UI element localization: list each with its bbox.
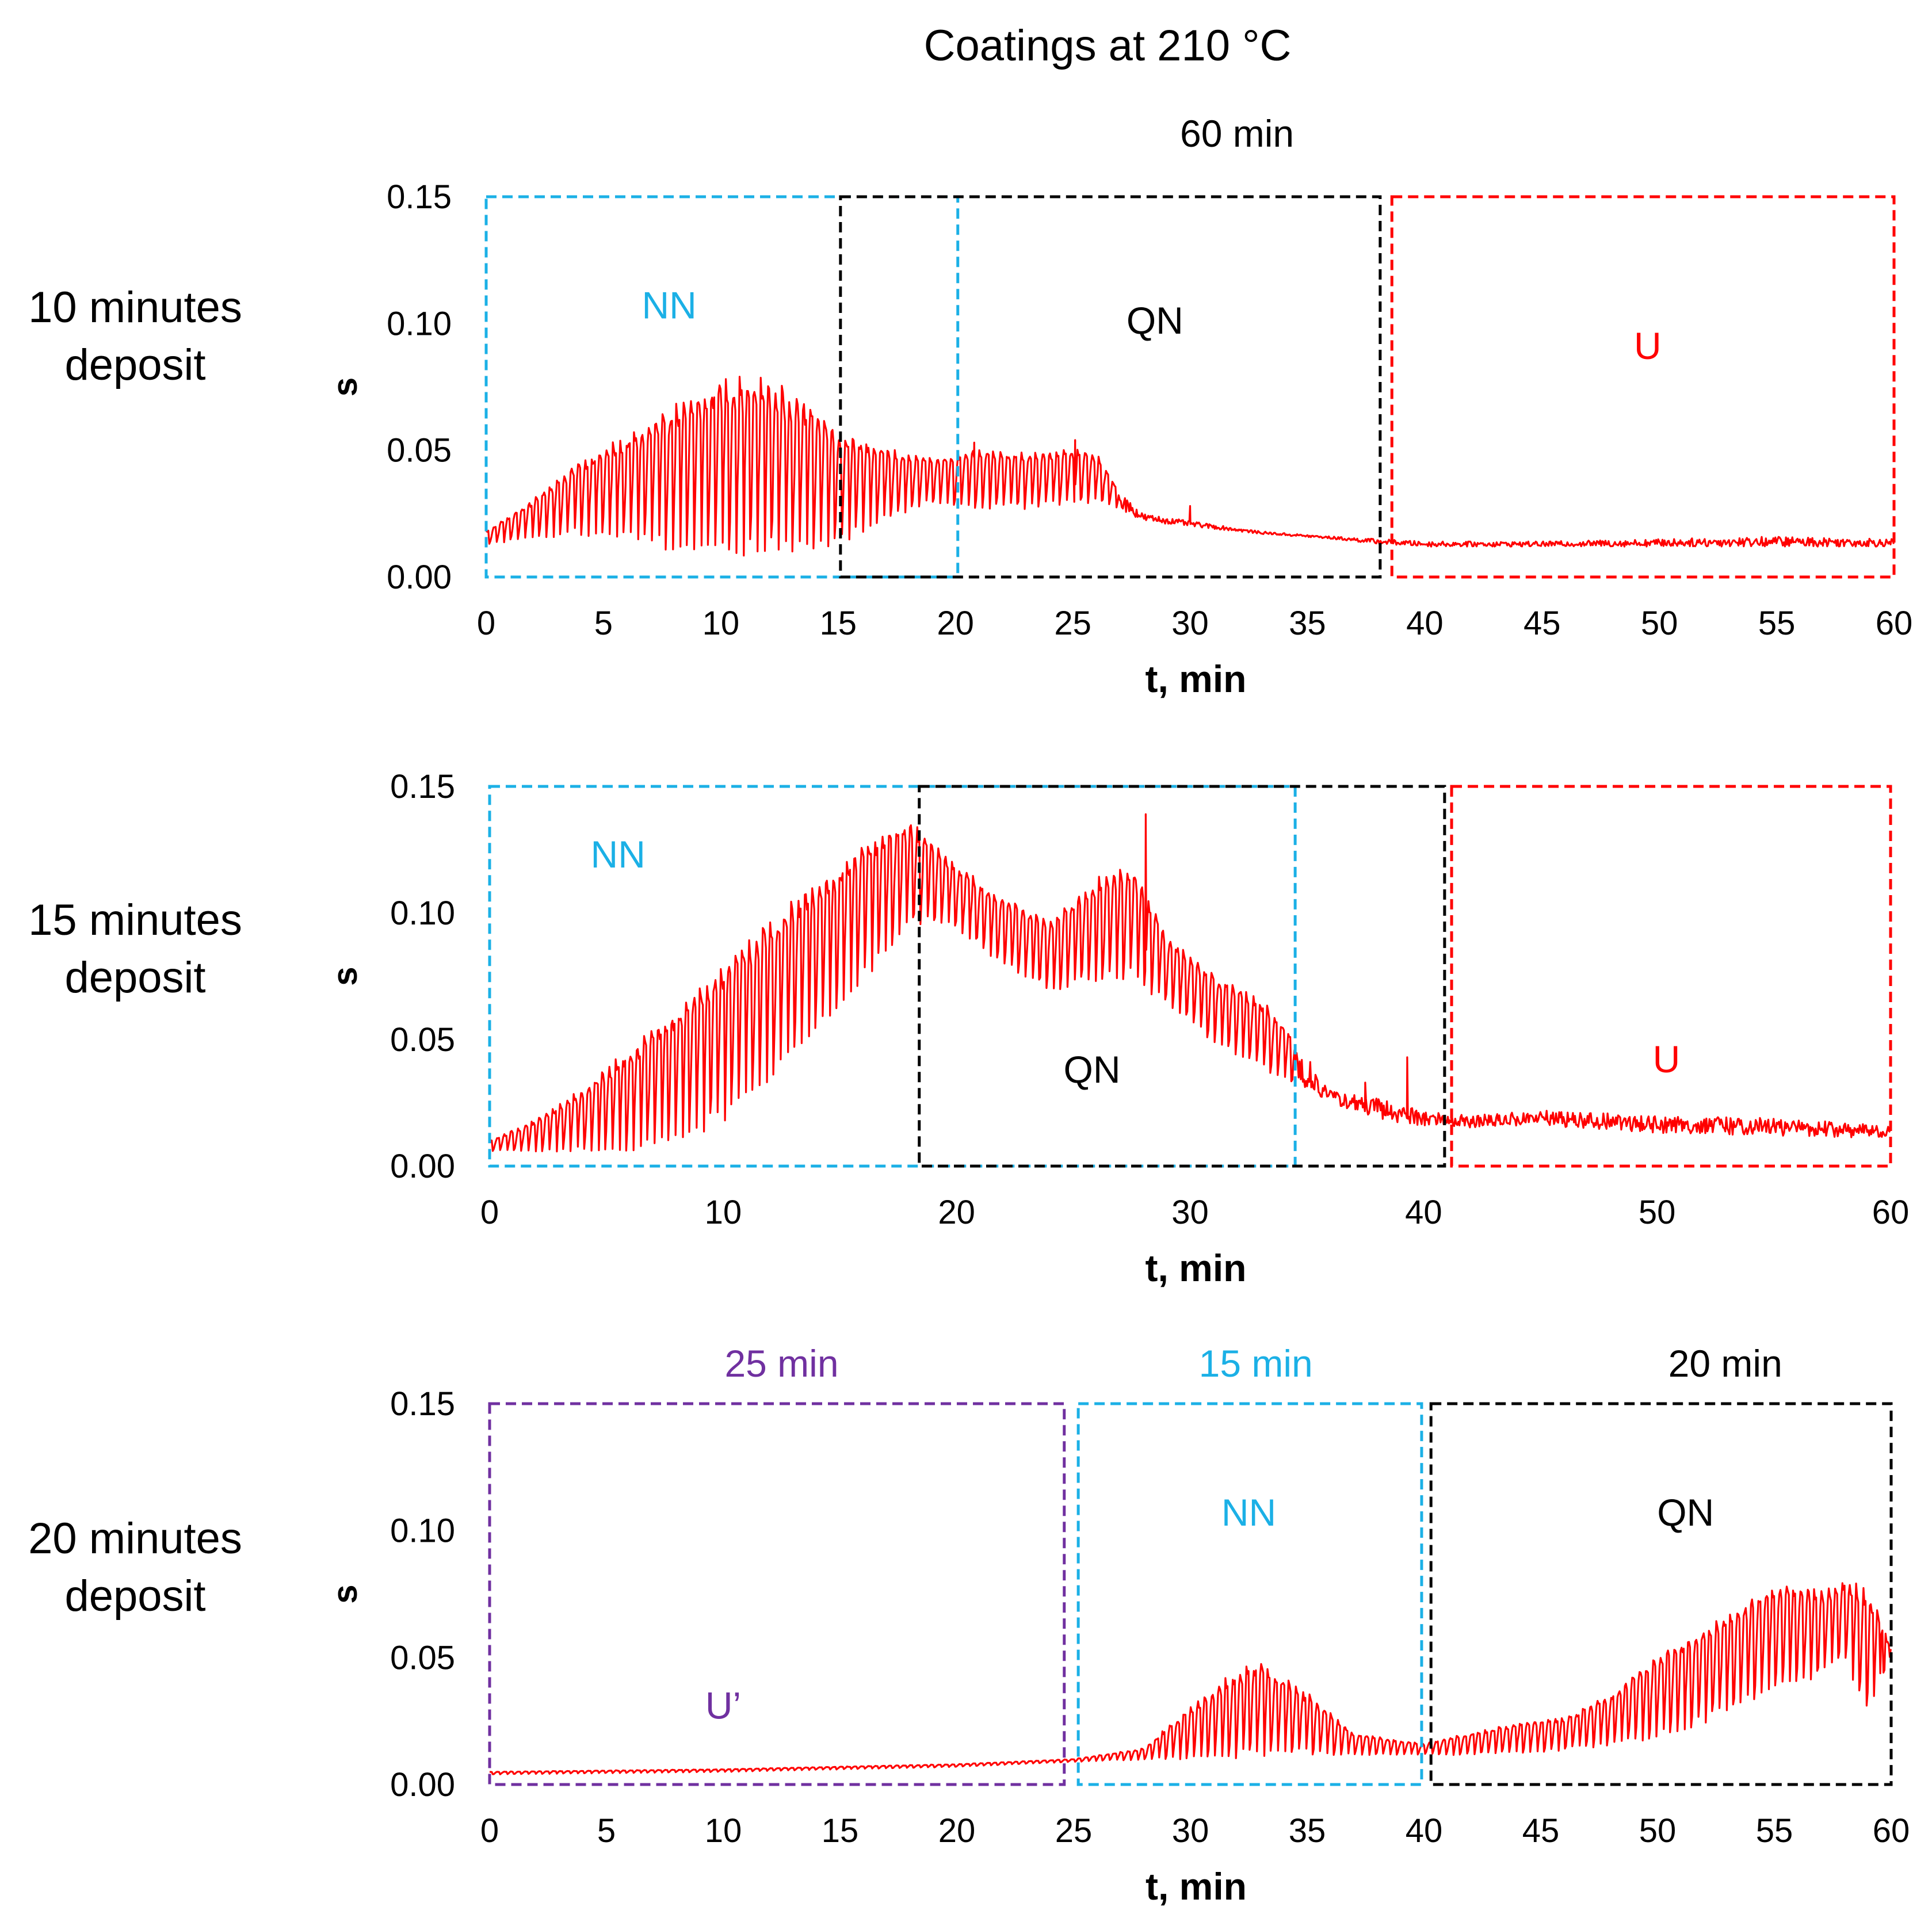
duration-label: 20 min xyxy=(1668,1342,1782,1385)
duration-label: 60 min xyxy=(1180,112,1294,155)
x-axis-title: t, min xyxy=(1146,658,1247,700)
region-frame-nn xyxy=(488,785,1297,1168)
y-tick-label: 0.00 xyxy=(387,559,452,596)
x-tick-label: 20 xyxy=(937,605,974,642)
region-frame-nn xyxy=(484,195,960,579)
y-tick-label: 0.15 xyxy=(390,1385,455,1423)
region-frame-u xyxy=(488,1402,1066,1786)
region-label: QN xyxy=(1657,1491,1714,1534)
row-label-line-1: 20 minutes xyxy=(28,1514,242,1563)
x-tick-label: 10 xyxy=(705,1812,742,1850)
region-label: U xyxy=(1634,324,1662,367)
x-tick-label: 35 xyxy=(1289,605,1326,642)
data-series-line xyxy=(489,1582,1892,1775)
y-axis-title: s xyxy=(326,377,364,396)
x-tick-label: 55 xyxy=(1756,1812,1793,1850)
x-tick-label: 60 xyxy=(1873,1812,1910,1850)
duration-label: 25 min xyxy=(724,1342,838,1385)
x-tick-label: 50 xyxy=(1639,1812,1677,1850)
region-label: U xyxy=(1653,1038,1681,1080)
chart-panel-1: 10 minutes deposit 0.00 0.05 0.10 0.15 0 5 10 15 2… xyxy=(28,112,1912,700)
x-tick-label: 60 xyxy=(1876,605,1913,642)
chart-panel-2: 15 minutes deposit 0.00 0.05 0.10 0.15 0 10 20 30… xyxy=(28,768,1909,1289)
x-tick-label: 30 xyxy=(1172,1812,1209,1850)
region-label: U’ xyxy=(705,1684,741,1726)
x-tick-label: 25 xyxy=(1055,1812,1093,1850)
x-axis-title: t, min xyxy=(1146,1865,1247,1908)
x-tick-label: 40 xyxy=(1406,605,1444,642)
x-tick-label: 5 xyxy=(597,1812,616,1850)
region-frame-u xyxy=(1450,785,1892,1168)
data-series-line xyxy=(488,813,1891,1153)
y-tick-label: 0.05 xyxy=(387,432,452,469)
region-frame-qn xyxy=(839,195,1382,579)
x-tick-label: 35 xyxy=(1289,1812,1326,1850)
x-tick-label: 0 xyxy=(480,1194,499,1231)
y-tick-label: 0.05 xyxy=(390,1639,455,1676)
region-label: QN xyxy=(1064,1048,1121,1091)
y-axis-title: s xyxy=(326,966,364,985)
data-series-line xyxy=(486,376,1895,557)
x-tick-label: 20 xyxy=(938,1812,976,1850)
x-tick-label: 40 xyxy=(1405,1194,1442,1231)
y-tick-label: 0.10 xyxy=(390,895,455,932)
row-label-line-2: deposit xyxy=(64,1572,205,1621)
x-tick-label: 10 xyxy=(705,1194,742,1231)
x-tick-label: 25 xyxy=(1054,605,1091,642)
y-tick-label: 0.10 xyxy=(387,305,452,342)
y-tick-label: 0.00 xyxy=(390,1148,455,1185)
x-tick-label: 15 xyxy=(822,1812,859,1850)
x-tick-label: 60 xyxy=(1872,1194,1910,1231)
x-tick-label: 20 xyxy=(938,1194,975,1231)
x-tick-label: 50 xyxy=(1641,605,1678,642)
region-label: NN xyxy=(591,833,646,876)
x-tick-label: 50 xyxy=(1639,1194,1676,1231)
x-tick-label: 40 xyxy=(1406,1812,1443,1850)
x-tick-label: 55 xyxy=(1758,605,1796,642)
duration-label: 15 min xyxy=(1199,1342,1313,1385)
region-frame-qn xyxy=(1429,1402,1893,1786)
x-tick-label: 30 xyxy=(1171,1194,1209,1231)
region-frame-qn xyxy=(918,785,1446,1168)
x-tick-label: 10 xyxy=(702,605,740,642)
row-label-line-2: deposit xyxy=(64,953,205,1002)
x-tick-label: 15 xyxy=(819,605,857,642)
row-label-line-1: 10 minutes xyxy=(28,283,242,332)
x-tick-label: 5 xyxy=(594,605,613,642)
y-tick-label: 0.00 xyxy=(390,1766,455,1803)
region-label: QN xyxy=(1127,299,1183,342)
x-tick-label: 0 xyxy=(480,1812,499,1850)
x-tick-label: 45 xyxy=(1522,1812,1560,1850)
region-label: NN xyxy=(1221,1491,1276,1534)
y-axis-title: s xyxy=(326,1584,364,1603)
row-label-line-2: deposit xyxy=(64,341,205,389)
row-label-line-1: 15 minutes xyxy=(28,896,242,945)
region-frame-u xyxy=(1390,195,1896,579)
y-tick-label: 0.15 xyxy=(390,768,455,805)
x-axis-title: t, min xyxy=(1146,1247,1247,1289)
region-label: NN xyxy=(642,284,696,327)
x-tick-label: 0 xyxy=(477,605,495,642)
figure-title: Coatings at 210 °C xyxy=(924,21,1292,70)
chart-panel-3: 20 minutes deposit 0.00 0.05 0.10 0.15 0 5 10 15 2… xyxy=(28,1342,1910,1908)
x-tick-label: 45 xyxy=(1524,605,1561,642)
y-tick-label: 0.15 xyxy=(387,178,452,216)
y-tick-label: 0.10 xyxy=(390,1512,455,1550)
region-frame-nn xyxy=(1076,1402,1423,1786)
x-tick-label: 30 xyxy=(1171,605,1209,642)
y-tick-label: 0.05 xyxy=(390,1021,455,1059)
